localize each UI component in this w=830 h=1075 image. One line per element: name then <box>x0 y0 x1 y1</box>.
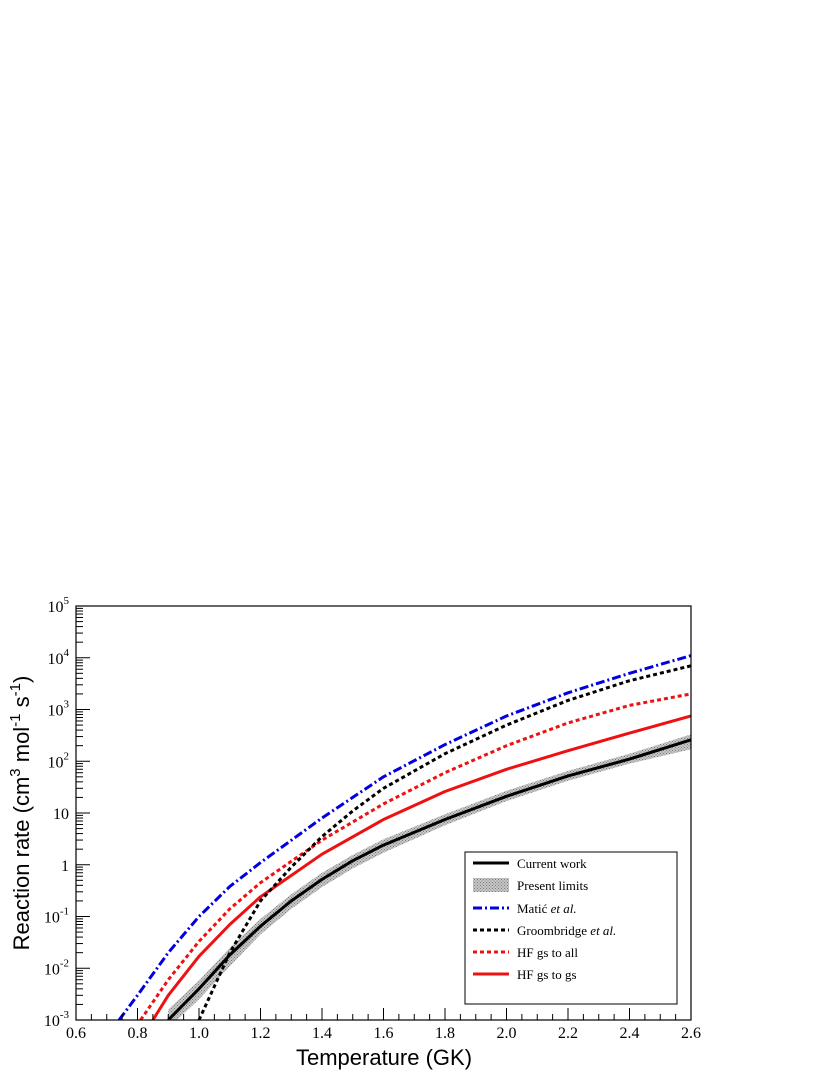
x-tick-label: 1.6 <box>374 1025 394 1042</box>
x-tick-label: 2.2 <box>558 1025 578 1042</box>
y-tick-label: 10-3 <box>44 1009 70 1030</box>
x-axis-title: Temperature (GK) <box>296 1045 472 1070</box>
x-tick-label: 1.8 <box>435 1025 455 1042</box>
x-tick-label: 2.6 <box>681 1025 701 1042</box>
y-tick-label: 103 <box>48 699 70 720</box>
y-tick-label: 10-2 <box>44 957 69 978</box>
legend-swatch-present-limits <box>473 878 509 892</box>
legend-entry-hf-gs-to-all: HF gs to all <box>473 945 578 960</box>
legend-entry-matic: Matić et al. <box>473 901 577 916</box>
y-axis-title: Reaction rate (cm3 mol-1 s-1) <box>7 676 34 951</box>
y-tick-label: 105 <box>48 595 70 616</box>
y-tick-label: 10-1 <box>44 906 69 927</box>
series-line-hf-gs-to-gs <box>151 714 691 1020</box>
series-line-hf-gs-to-all <box>139 692 691 1020</box>
legend: Current work Present limits Matić et al.… <box>464 851 678 1005</box>
legend-label-matic: Matić et al. <box>517 901 577 916</box>
x-tick-label: 2.0 <box>497 1025 517 1042</box>
legend-label-groombridge: Groombridge et al. <box>517 923 616 938</box>
x-tick-label: 1.2 <box>251 1025 271 1042</box>
y-tick-label: 102 <box>48 750 70 771</box>
legend-entry-present-limits: Present limits <box>473 878 588 893</box>
y-tick-label: 10 <box>53 806 69 823</box>
x-tick-label: 0.6 <box>66 1025 86 1042</box>
x-tick-label: 2.4 <box>620 1025 640 1042</box>
y-tick-label: 1 <box>61 858 69 875</box>
x-tick-label: 1.4 <box>312 1025 332 1042</box>
y-tick-label: 104 <box>48 647 70 668</box>
legend-entry-current-work: Current work <box>473 856 587 871</box>
legend-entry-groombridge: Groombridge et al. <box>473 923 616 938</box>
x-tick-label: 0.8 <box>128 1025 148 1042</box>
legend-label-hf-gs-to-all: HF gs to all <box>517 945 578 960</box>
series-line-current-work <box>167 738 691 1020</box>
legend-label-present-limits: Present limits <box>517 878 588 893</box>
series-line-groombridge-et-al <box>197 664 691 1020</box>
legend-label-hf-gs-to-gs: HF gs to gs <box>517 967 577 982</box>
legend-entry-hf-gs-to-gs: HF gs to gs <box>473 967 577 982</box>
legend-box <box>464 851 678 1005</box>
x-tick-label: 1.0 <box>189 1025 209 1042</box>
legend-label-current-work: Current work <box>517 856 587 871</box>
series-line-mati-et-al <box>117 654 691 1020</box>
